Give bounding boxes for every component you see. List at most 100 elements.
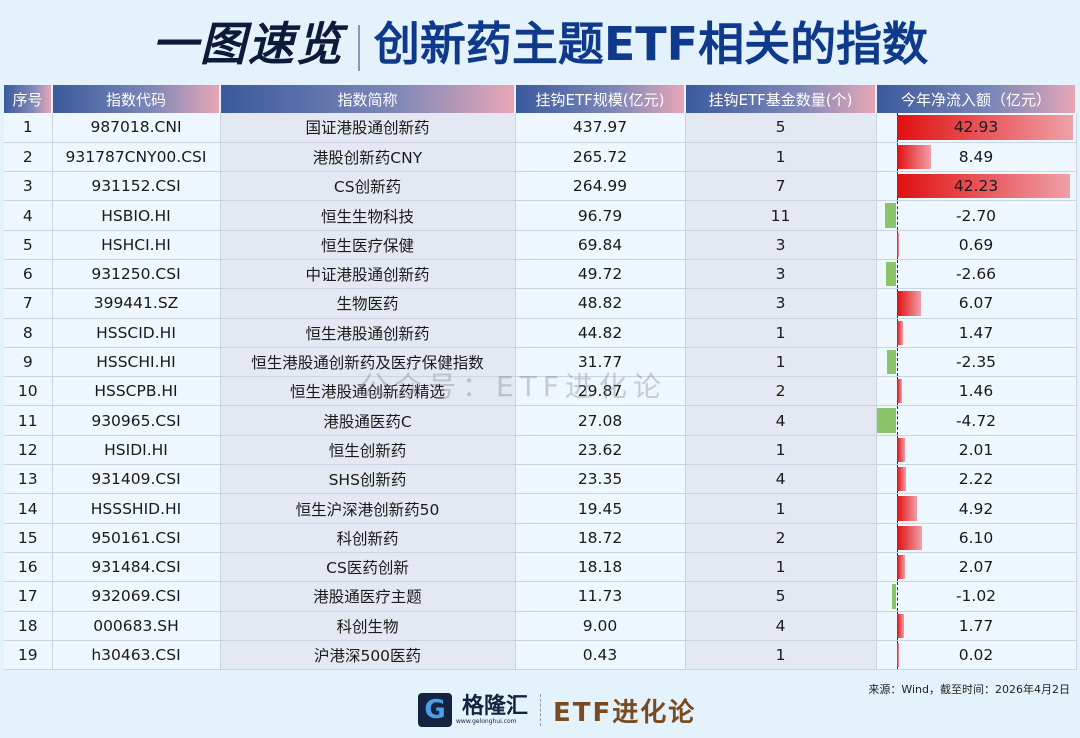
table-row: 6 931250.CSI 中证港股通创新药 49.72 3 -2.66 — [4, 259, 1077, 290]
inflow-bar — [877, 408, 897, 433]
index-code: 931409.CSI — [52, 464, 221, 495]
etf-count: 7 — [685, 171, 877, 202]
inflow-bar — [896, 320, 903, 345]
net-inflow: 42.93 — [876, 113, 1077, 143]
inflow-bar — [896, 291, 922, 316]
etf-count: 1 — [685, 493, 877, 524]
table-row: 18 000683.SH 科创生物 9.00 4 1.77 — [4, 611, 1077, 641]
logo-divider — [540, 694, 542, 726]
row-number: 7 — [4, 288, 53, 319]
etf-count: 5 — [685, 581, 877, 612]
row-number: 16 — [4, 552, 53, 583]
index-name: SHS创新药 — [220, 464, 516, 495]
row-number: 10 — [4, 376, 53, 407]
etf-count: 4 — [685, 405, 877, 436]
net-inflow: -4.72 — [876, 405, 1077, 436]
index-code: HSSCHI.HI — [52, 347, 221, 378]
etf-scale: 0.43 — [515, 640, 686, 671]
index-name: 恒生港股通创新药及医疗保健指数 — [220, 347, 516, 378]
column-header: 挂钩ETF规模(亿元) — [515, 85, 686, 113]
index-code: 930965.CSI — [52, 405, 221, 436]
etf-scale: 44.82 — [515, 318, 686, 348]
etf-scale: 49.72 — [515, 259, 686, 290]
index-name: 港股通医药C — [220, 405, 516, 436]
inflow-value: 8.49 — [958, 147, 994, 166]
index-name: 恒生沪深港创新药50 — [220, 493, 516, 524]
net-inflow: 0.69 — [876, 230, 1077, 260]
index-code: HSBIO.HI — [52, 200, 221, 231]
column-header: 指数代码 — [52, 85, 221, 113]
table-row: 14 HSSSHID.HI 恒生沪深港创新药50 19.45 1 4.92 — [4, 493, 1077, 524]
inflow-value: 2.22 — [958, 470, 994, 489]
row-number: 8 — [4, 318, 53, 348]
inflow-bar — [896, 525, 922, 550]
index-code: 950161.CSI — [52, 523, 221, 553]
inflow-bar — [896, 437, 905, 463]
inflow-value: 42.23 — [953, 177, 999, 196]
table-row: 3 931152.CSI CS创新药 264.99 7 42.23 — [4, 171, 1077, 202]
index-name: 恒生港股通创新药精选 — [220, 376, 516, 407]
column-header: 指数简称 — [220, 85, 516, 113]
inflow-bar — [896, 613, 904, 638]
index-name: 中证港股通创新药 — [220, 259, 516, 290]
row-number: 14 — [4, 493, 53, 524]
table-row: 5 HSHCI.HI 恒生医疗保健 69.84 3 0.69 — [4, 230, 1077, 260]
etf-scale: 29.87 — [515, 376, 686, 407]
title-divider — [357, 24, 360, 71]
inflow-value: 42.93 — [953, 118, 999, 137]
index-name: 科创生物 — [220, 611, 516, 641]
brand-url: www.gelonghui.com — [456, 717, 517, 725]
index-name: 恒生港股通创新药 — [220, 318, 516, 348]
inflow-value: 0.02 — [958, 645, 994, 664]
zero-axis — [896, 347, 898, 377]
column-header: 挂钩ETF基金数量(个) — [685, 85, 877, 113]
index-code: HSSCPB.HI — [52, 376, 221, 407]
row-number: 2 — [4, 142, 53, 173]
index-code: 932069.CSI — [52, 581, 221, 612]
row-number: 3 — [4, 171, 53, 202]
etf-count: 11 — [685, 200, 877, 231]
etf-count: 1 — [685, 142, 877, 173]
index-name: CS创新药 — [220, 171, 516, 202]
brand-name: 格隆汇 — [462, 693, 529, 719]
title-right: 创新药主题ETF相关的指数 — [373, 17, 929, 71]
row-number: 5 — [4, 230, 53, 260]
inflow-bar — [896, 496, 917, 521]
etf-scale: 18.18 — [515, 552, 686, 583]
inflow-value: 6.10 — [958, 528, 994, 547]
inflow-value: 1.77 — [958, 616, 994, 635]
index-code: 399441.SZ — [52, 288, 221, 319]
table-row: 15 950161.CSI 科创新药 18.72 2 6.10 — [4, 523, 1077, 553]
net-inflow: -1.02 — [876, 581, 1077, 612]
inflow-value: -1.02 — [955, 587, 997, 606]
inflow-value: -2.66 — [955, 265, 997, 284]
etf-count: 1 — [685, 640, 877, 671]
title-left: 一图速览 — [151, 17, 344, 71]
etf-scale: 264.99 — [515, 171, 686, 202]
net-inflow: 6.10 — [876, 523, 1077, 553]
etf-scale: 11.73 — [515, 581, 686, 612]
etf-scale: 96.79 — [515, 200, 686, 231]
etf-scale: 19.45 — [515, 493, 686, 524]
row-number: 6 — [4, 259, 53, 290]
table-row: 17 932069.CSI 港股通医疗主题 11.73 5 -1.02 — [4, 581, 1077, 612]
row-number: 9 — [4, 347, 53, 378]
net-inflow: -2.70 — [876, 200, 1077, 231]
index-code: HSHCI.HI — [52, 230, 221, 260]
table-row: 13 931409.CSI SHS创新药 23.35 4 2.22 — [4, 464, 1077, 495]
net-inflow: 0.02 — [876, 640, 1077, 671]
row-number: 12 — [4, 435, 53, 466]
footer-logo: G 格隆汇 www.gelonghui.com ETF进化论 — [418, 693, 696, 728]
etf-scale: 27.08 — [515, 405, 686, 436]
zero-axis — [896, 582, 898, 611]
index-name: 恒生医疗保健 — [220, 230, 516, 260]
row-number: 4 — [4, 200, 53, 231]
etf-count: 3 — [685, 230, 877, 260]
row-number: 19 — [4, 640, 53, 671]
etf-count: 5 — [685, 113, 877, 143]
index-name: 恒生创新药 — [220, 435, 516, 466]
row-number: 18 — [4, 611, 53, 641]
table-row: 16 931484.CSI CS医药创新 18.18 1 2.07 — [4, 552, 1077, 583]
inflow-value: 2.07 — [958, 558, 994, 577]
etf-count: 3 — [685, 259, 877, 290]
